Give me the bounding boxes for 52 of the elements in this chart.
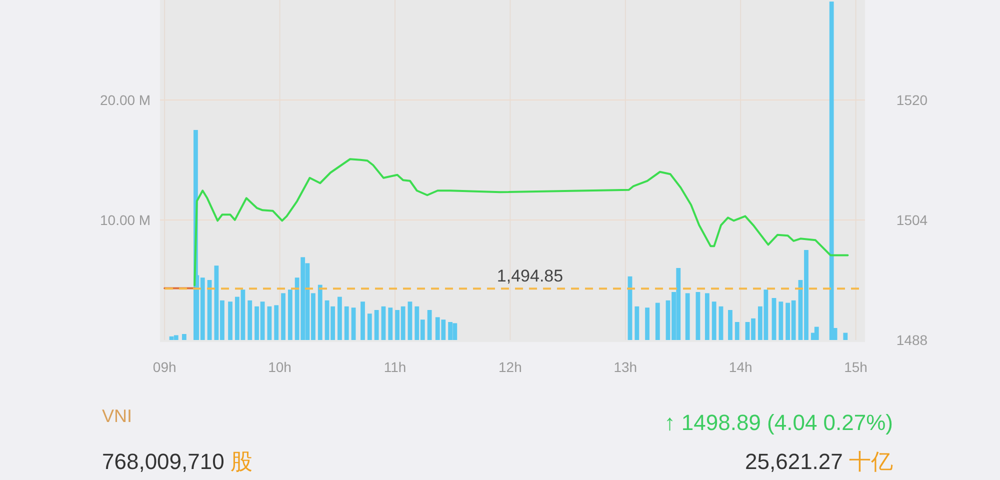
bar — [281, 293, 286, 340]
y-tick-label: 10.00 M — [100, 212, 151, 228]
bar — [182, 334, 186, 340]
bar — [655, 302, 660, 340]
bar — [351, 308, 356, 340]
y2-tick-label: 1488 — [896, 332, 928, 348]
bar — [645, 308, 650, 340]
bar — [734, 322, 740, 340]
bar — [829, 2, 834, 340]
x-tick-label: 12h — [498, 359, 522, 375]
bar — [778, 302, 784, 340]
bar — [374, 310, 379, 340]
bar — [704, 293, 710, 340]
bar — [814, 326, 819, 340]
bar — [388, 308, 393, 340]
bar — [381, 306, 386, 340]
x-tick-label: 09h — [152, 359, 176, 375]
y2-tick-label: 1520 — [896, 92, 928, 108]
bar — [427, 310, 432, 340]
line-series — [194, 158, 849, 286]
bar — [338, 296, 342, 340]
x-tick-label: 15h — [844, 359, 868, 375]
bar — [696, 292, 700, 340]
bar — [685, 293, 690, 340]
bar — [174, 335, 178, 340]
text: 768,009,710 股 — [102, 449, 252, 474]
x-tick-label: 14h — [728, 359, 752, 375]
bar — [248, 300, 252, 340]
bar — [718, 306, 724, 340]
bar — [843, 332, 848, 340]
bar — [408, 302, 412, 340]
x-tick-label: 11h — [384, 359, 406, 375]
y2-tick-label: 1504 — [896, 212, 928, 228]
text: 25,621.27 十亿 — [745, 449, 893, 474]
bar — [360, 302, 365, 340]
bar — [318, 284, 322, 340]
text: VNI — [102, 406, 132, 426]
bar — [288, 290, 292, 340]
x-tick-label: 13h — [614, 359, 638, 375]
x-tick-label: 10h — [268, 359, 292, 375]
bar — [367, 314, 372, 340]
y-tick-label: 20.00 M — [100, 92, 151, 108]
bar — [228, 302, 232, 340]
text: ↑ 1498.89 (4.04 0.27%) — [664, 410, 893, 435]
bar — [728, 310, 732, 340]
ref-line-label: 1,494.85 — [496, 266, 564, 286]
bar — [344, 306, 349, 340]
bar — [267, 306, 272, 340]
bar — [772, 298, 776, 340]
bar — [712, 302, 716, 340]
bar — [634, 306, 640, 340]
bar — [274, 305, 279, 340]
